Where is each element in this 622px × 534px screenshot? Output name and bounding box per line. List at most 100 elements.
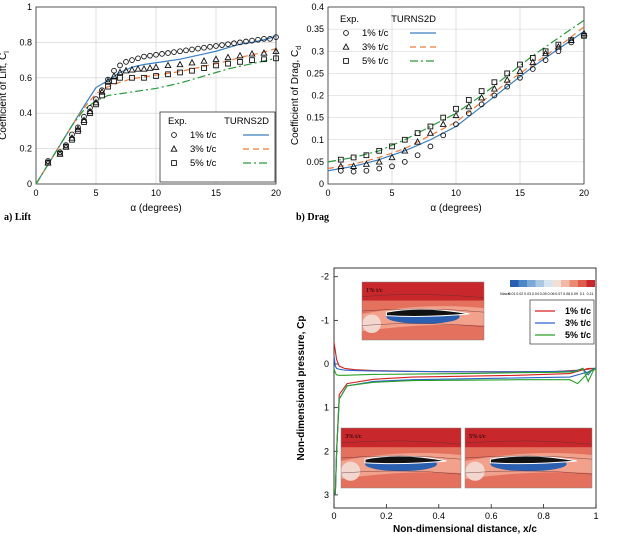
cp-inset-streamline [361,294,485,298]
drag-exp-point [529,66,536,72]
cp-y-tick-label: -1 [321,315,329,325]
cp-y-tick-label: 3 [324,490,329,500]
drag-model-line [327,26,585,170]
cp-colorbar-swatch [527,280,536,287]
lift-x-tick-label: 10 [151,188,161,198]
drag-exp-point [363,167,370,174]
drag-exp-point [414,130,421,136]
lift-y-tick-label: 0.4 [19,108,32,118]
lift-exp-point [110,72,118,79]
drag-exp-point [426,129,434,136]
cp-inset-frame [340,427,462,489]
lift-exp-point [69,136,75,143]
lift-exp-point [165,50,171,56]
lift-exp-point [195,45,201,52]
lift-legend-marker [171,160,177,166]
drag-exp-point [389,143,395,150]
lift-x-tick-label: 15 [211,188,221,198]
cp-inset-label: 5% t/c [469,433,486,440]
lift-exp-point [200,57,208,64]
cp-x-tick-label: 0.6 [485,511,498,521]
lift-exp-point [176,60,184,68]
cp-inset-vortex [362,314,382,334]
drag-exp-point [581,32,587,39]
drag-exp-point [465,110,472,117]
drag-exp-point [453,121,459,128]
lift-model-line [35,35,277,185]
lift-exp-point [225,41,231,48]
lift-x-tick-label: 0 [33,188,38,198]
cp-inset-label: 3% t/c [345,433,362,440]
lift-exp-point [207,43,213,50]
lift-exp-point [117,74,123,81]
drag-exp-point [388,153,396,161]
lift-exp-point [129,57,135,63]
cp-chart: 0 0.2 0.4 0.6 0.8 1 -2 -1 0 1 2 3 1% t/c 3% t/c 5% t/c… [296,267,599,534]
cp-inset-frame [361,281,485,341]
drag-exp-point [491,79,498,86]
lift-x-axis-label: α (degrees) [130,203,181,214]
lift-exp-point [98,88,106,95]
lift-exp-point [135,55,141,62]
lift-y-axis-subscript: l [4,51,11,53]
lift-exp-point [201,44,207,51]
drag-y-tick-label: 0.15 [306,113,324,123]
drag-legend-label: 3% t/c [362,42,389,53]
drag-exp-point [375,157,383,165]
lift-exp-point [237,59,243,65]
cp-colorbar-swatch [578,280,587,287]
lift-exp-point [146,64,154,71]
drag-y-tick-label: 0.3 [311,46,324,56]
lift-exp-point [189,46,195,53]
drag-model-line [327,19,585,163]
lift-exp-point [140,65,148,72]
drag-exp-point [529,55,536,61]
lift-model-line [35,57,277,185]
drag-plot-frame [327,6,585,185]
drag-legend-marker [343,30,349,36]
drag-exp-point [490,84,498,92]
lift-exp-point [177,48,183,55]
lift-exp-point [99,92,105,99]
drag-exp-point [529,58,537,65]
lift-exp-point [87,105,93,111]
lift-legend-marker [171,132,177,138]
lift-exp-point [63,143,69,150]
drag-exp-point [542,57,549,63]
drag-exp-point [542,48,549,55]
lift-exp-point [134,65,142,72]
cp-colorbar-tick: 0.05 [540,292,547,296]
drag-panel-label: b) Drag [296,212,329,223]
lift-y-tick-label: 0.2 [19,144,32,154]
cp-inset-streamline [464,455,593,460]
cp-y-tick-label: 2 [324,446,329,456]
lift-panel-label: a) Lift [4,212,32,223]
lift-exp-point [164,61,172,69]
cp-colorbar-swatch [569,280,578,287]
drag-x-tick-label: 10 [451,188,461,198]
drag-exp-point [337,156,344,163]
lift-exp-point [177,69,183,76]
cp-x-tick-label: 0 [331,511,336,521]
cp-colorbar-tick: 0.01 [509,292,516,296]
lift-exp-point [224,53,232,61]
cp-inset-vortex [341,461,361,481]
drag-exp-point [401,146,409,154]
cp-inset-high-mach-band [465,428,592,448]
cp-colorbar-tick: 0.04 [532,292,539,296]
lift-exp-point [123,59,129,65]
drag-y-tick-label: 0.4 [311,2,324,12]
drag-exp-point [517,74,523,81]
cp-curve [333,342,596,495]
cp-inset-1pct: 1% t/c [361,281,485,341]
lift-exp-point [159,51,165,57]
lift-x-tick-label: 5 [93,188,98,198]
lift-exp-point [99,87,105,94]
drag-exp-point [376,165,383,172]
lift-exp-point [273,55,279,62]
drag-exp-point [542,49,550,57]
drag-exp-point [401,159,408,165]
lift-exp-point [129,74,135,81]
cp-legend-label: 1% t/c [565,306,591,316]
lift-legend-label: 1% t/c [190,130,217,141]
